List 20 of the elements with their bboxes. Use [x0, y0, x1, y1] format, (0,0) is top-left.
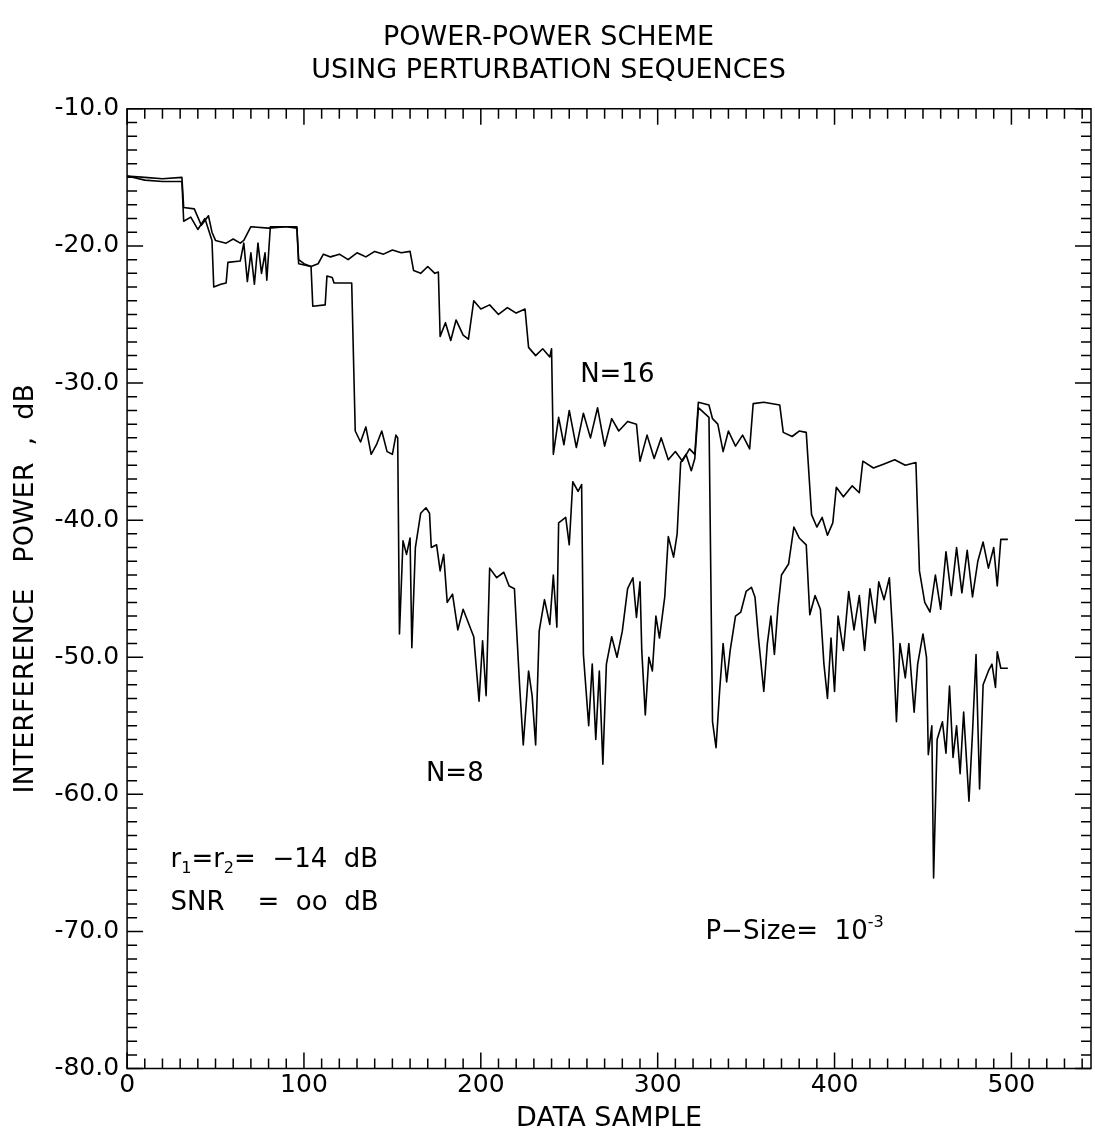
chart-title: POWER-POWER SCHEME USING PERTURBATION SEQUENCES: [311, 20, 786, 84]
y-tick-label: -80.0: [54, 1052, 120, 1082]
y-tick-label: -50.0: [54, 640, 120, 670]
x-tick-label: 300: [633, 1069, 682, 1099]
annotation: SNR = oo dB: [170, 886, 379, 917]
y-axis-title: INTERFERENCE POWER , dB: [8, 384, 40, 794]
x-tick-label: 400: [810, 1069, 859, 1099]
y-tick-label: -70.0: [54, 914, 120, 944]
series-label: N=8: [425, 756, 484, 787]
x-tick-label: 200: [456, 1069, 505, 1099]
x-tick-label: 500: [987, 1069, 1036, 1099]
x-tick-label: 0: [119, 1069, 136, 1099]
y-tick-label: -30.0: [54, 366, 120, 396]
y-tick-label: -10.0: [54, 92, 120, 122]
y-tick-label: -20.0: [54, 229, 120, 259]
x-tick-label: 100: [280, 1069, 328, 1099]
series-label: N=16: [580, 358, 655, 389]
y-tick-label: -40.0: [54, 503, 120, 533]
x-axis-title: DATA SAMPLE: [516, 1100, 703, 1132]
y-tick-label: -60.0: [54, 777, 120, 807]
